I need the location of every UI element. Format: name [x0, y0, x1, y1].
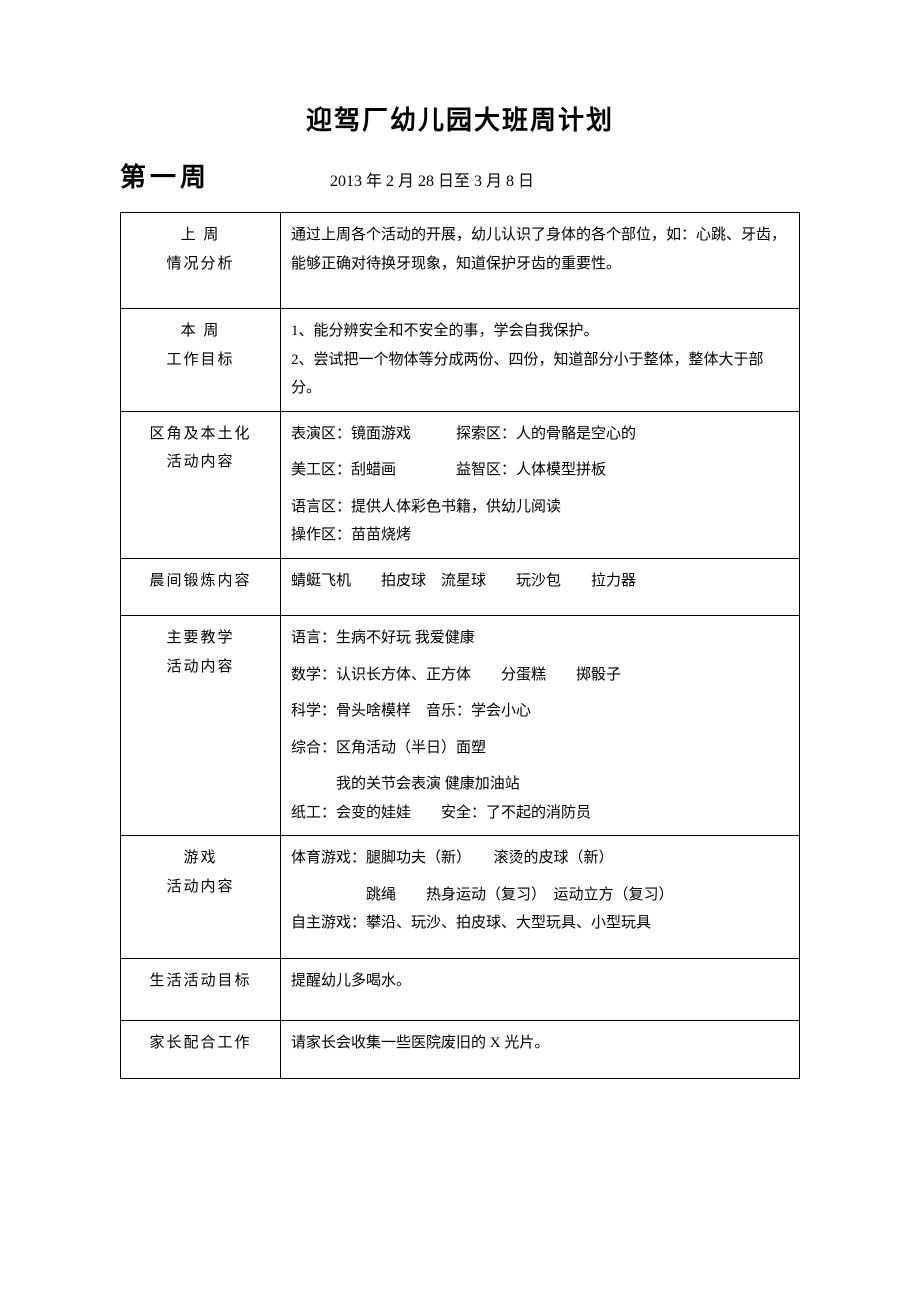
row-content-morning-exercise: 蜻蜓飞机 拍皮球 流星球 玩沙包 拉力器 — [281, 558, 800, 616]
label-text: 本 周 — [131, 317, 270, 346]
row-label-area-activity: 区角及本土化 活动内容 — [121, 411, 281, 558]
content-text: 自主游戏：攀沿、玩沙、拍皮球、大型玩具、小型玩具 — [291, 909, 789, 938]
content-text: 蜻蜓飞机 拍皮球 流星球 玩沙包 拉力器 — [291, 567, 789, 596]
label-text: 活动内容 — [131, 653, 270, 682]
content-text: 通过上周各个活动的开展，幼儿认识了身体的各个部位，如：心跳、牙齿，能够正确对待换… — [291, 221, 789, 278]
table-row: 家长配合工作 请家长会收集一些医院废旧的 X 光片。 — [121, 1021, 800, 1079]
plan-table: 上 周 情况分析 通过上周各个活动的开展，幼儿认识了身体的各个部位，如：心跳、牙… — [120, 212, 800, 1079]
header-row: 第一周 2013 年 2 月 28 日至 3 月 8 日 — [120, 157, 800, 194]
row-label-this-week-goal: 本 周 工作目标 — [121, 309, 281, 412]
content-text: 美工区：刮蜡画 益智区：人体模型拼板 — [291, 456, 789, 485]
row-label-last-week: 上 周 情况分析 — [121, 213, 281, 309]
row-content-parent-work: 请家长会收集一些医院废旧的 X 光片。 — [281, 1021, 800, 1079]
row-content-this-week-goal: 1、能分辨安全和不安全的事，学会自我保护。 2、尝试把一个物体等分成两份、四份，… — [281, 309, 800, 412]
label-text: 晨间锻炼内容 — [131, 567, 270, 596]
content-text: 综合：区角活动（半日）面塑 — [291, 734, 789, 763]
content-text: 科学：骨头啥模样 音乐：学会小心 — [291, 697, 789, 726]
label-text: 工作目标 — [131, 346, 270, 375]
label-text: 生活活动目标 — [131, 967, 270, 996]
row-label-morning-exercise: 晨间锻炼内容 — [121, 558, 281, 616]
content-text: 操作区：苗苗烧烤 — [291, 521, 789, 550]
date-range: 2013 年 2 月 28 日至 3 月 8 日 — [330, 167, 534, 191]
row-content-area-activity: 表演区：镜面游戏 探索区：人的骨骼是空心的 美工区：刮蜡画 益智区：人体模型拼板… — [281, 411, 800, 558]
table-row: 上 周 情况分析 通过上周各个活动的开展，幼儿认识了身体的各个部位，如：心跳、牙… — [121, 213, 800, 309]
content-text: 1、能分辨安全和不安全的事，学会自我保护。 — [291, 317, 789, 346]
content-text: 跳绳 热身运动（复习） 运动立方（复习） — [291, 881, 789, 910]
content-text: 我的关节会表演 健康加油站 — [291, 770, 789, 799]
week-label: 第一周 — [120, 157, 210, 194]
row-label-main-teaching: 主要教学 活动内容 — [121, 616, 281, 836]
row-content-game-activity: 体育游戏：腿脚功夫（新） 滚烫的皮球（新） 跳绳 热身运动（复习） 运动立方（复… — [281, 836, 800, 959]
table-row: 本 周 工作目标 1、能分辨安全和不安全的事，学会自我保护。 2、尝试把一个物体… — [121, 309, 800, 412]
label-text: 情况分析 — [131, 250, 270, 279]
content-text: 提醒幼儿多喝水。 — [291, 967, 789, 996]
row-label-parent-work: 家长配合工作 — [121, 1021, 281, 1079]
content-text: 2、尝试把一个物体等分成两份、四份，知道部分小于整体，整体大于部分。 — [291, 346, 789, 403]
table-row: 区角及本土化 活动内容 表演区：镜面游戏 探索区：人的骨骼是空心的 美工区：刮蜡… — [121, 411, 800, 558]
label-text: 家长配合工作 — [131, 1029, 270, 1058]
table-row: 晨间锻炼内容 蜻蜓飞机 拍皮球 流星球 玩沙包 拉力器 — [121, 558, 800, 616]
content-text: 请家长会收集一些医院废旧的 X 光片。 — [291, 1029, 789, 1058]
row-content-life-goal: 提醒幼儿多喝水。 — [281, 958, 800, 1021]
table-row: 生活活动目标 提醒幼儿多喝水。 — [121, 958, 800, 1021]
label-text: 游戏 — [131, 844, 270, 873]
row-label-game-activity: 游戏 活动内容 — [121, 836, 281, 959]
table-row: 主要教学 活动内容 语言：生病不好玩 我爱健康 数学：认识长方体、正方体 分蛋糕… — [121, 616, 800, 836]
table-row: 游戏 活动内容 体育游戏：腿脚功夫（新） 滚烫的皮球（新） 跳绳 热身运动（复习… — [121, 836, 800, 959]
label-text: 活动内容 — [131, 448, 270, 477]
label-text: 活动内容 — [131, 873, 270, 902]
content-text: 表演区：镜面游戏 探索区：人的骨骼是空心的 — [291, 420, 789, 449]
row-content-last-week: 通过上周各个活动的开展，幼儿认识了身体的各个部位，如：心跳、牙齿，能够正确对待换… — [281, 213, 800, 309]
content-text: 语言：生病不好玩 我爱健康 — [291, 624, 789, 653]
content-text: 语言区：提供人体彩色书籍，供幼儿阅读 — [291, 493, 789, 522]
label-text: 上 周 — [131, 221, 270, 250]
label-text: 区角及本土化 — [131, 420, 270, 449]
row-label-life-goal: 生活活动目标 — [121, 958, 281, 1021]
row-content-main-teaching: 语言：生病不好玩 我爱健康 数学：认识长方体、正方体 分蛋糕 掷骰子 科学：骨头… — [281, 616, 800, 836]
content-text: 数学：认识长方体、正方体 分蛋糕 掷骰子 — [291, 661, 789, 690]
content-text: 体育游戏：腿脚功夫（新） 滚烫的皮球（新） — [291, 844, 789, 873]
label-text: 主要教学 — [131, 624, 270, 653]
document-title: 迎驾厂幼儿园大班周计划 — [120, 100, 800, 137]
content-text: 纸工：会变的娃娃 安全：了不起的消防员 — [291, 799, 789, 828]
